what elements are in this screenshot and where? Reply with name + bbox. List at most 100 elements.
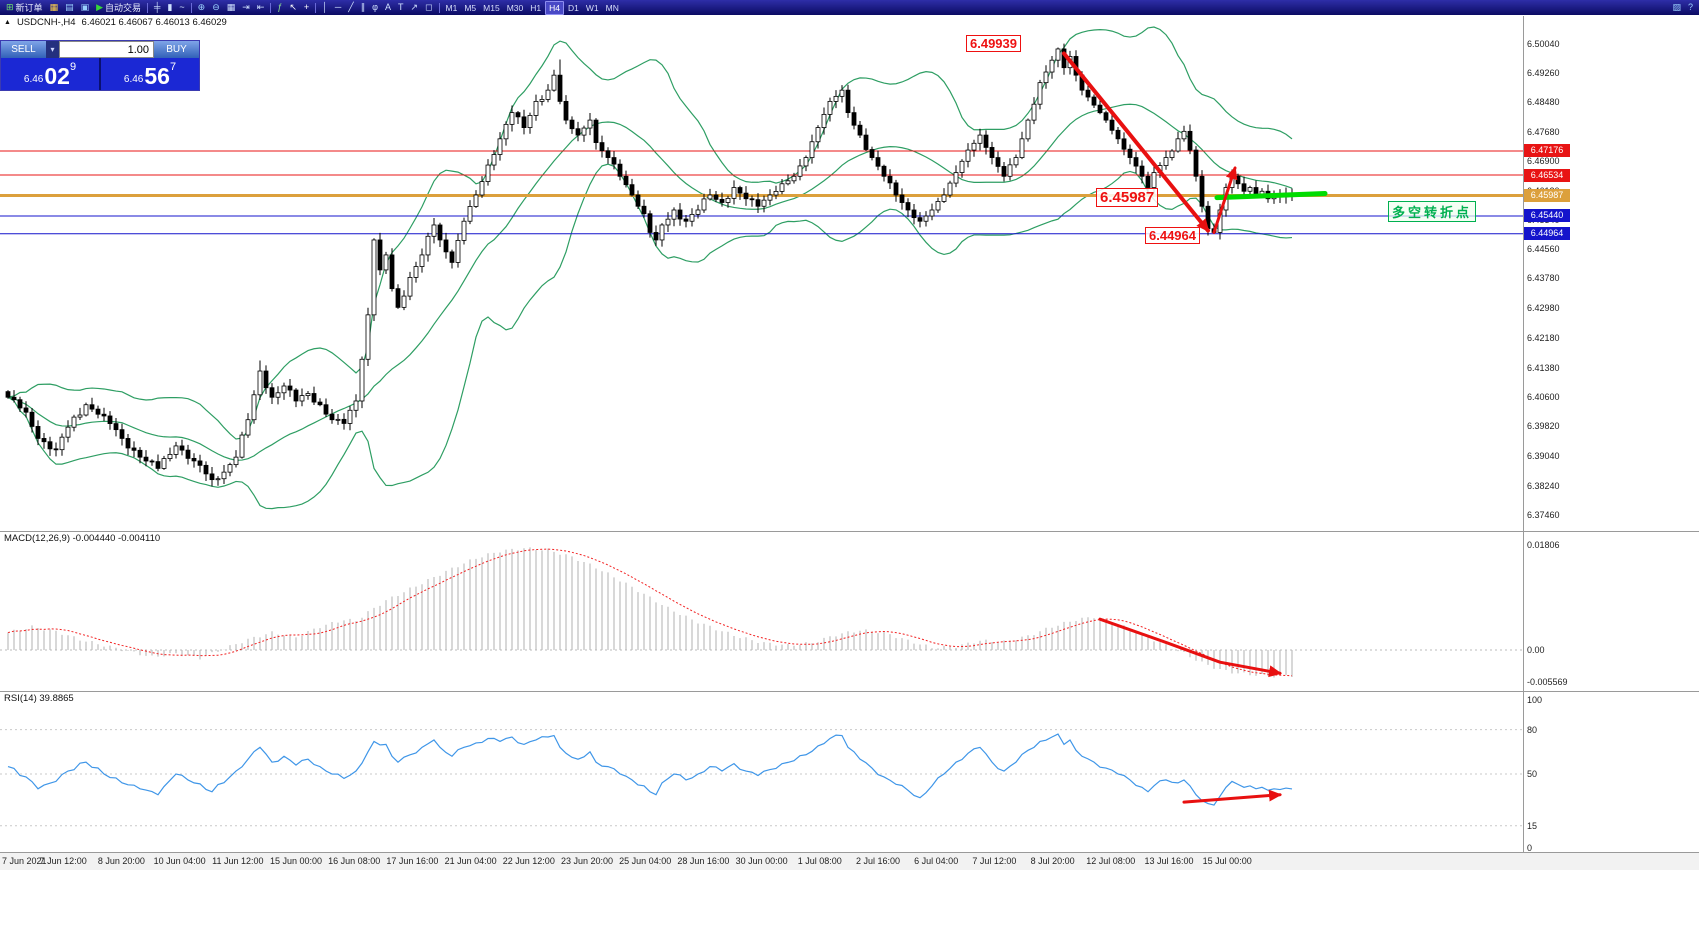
price-level-tag: 6.44964 — [1524, 227, 1570, 241]
timeframe-m5[interactable]: M5 — [464, 2, 477, 13]
toolbar-separator — [438, 2, 440, 13]
volume-dropdown-button[interactable]: ▾ — [46, 41, 59, 58]
price-level-tag: 6.46534 — [1524, 168, 1570, 182]
new-order-button-icon: ⊞ — [6, 2, 14, 12]
label-icon[interactable]: T — [395, 1, 407, 14]
tile-windows-icon[interactable]: ▦ — [224, 1, 239, 14]
horizontal-line-icon[interactable]: ─ — [332, 1, 344, 14]
arrow-tools-icon[interactable]: ↗ — [407, 1, 421, 14]
indicators-icon[interactable]: ƒ — [274, 1, 285, 14]
time-axis-label: 16 Jun 08:00 — [328, 856, 381, 866]
time-axis-label: 8 Jul 20:00 — [1030, 856, 1075, 866]
volume-input[interactable] — [59, 41, 154, 58]
time-axis-label: 28 Jun 16:00 — [677, 856, 730, 866]
timeframe-m30[interactable]: M30 — [506, 2, 524, 13]
buy-price[interactable]: 6.46 56 7 — [101, 58, 199, 90]
time-axis-label: 15 Jun 00:00 — [269, 856, 323, 866]
timeframe-d1[interactable]: D1 — [567, 2, 579, 13]
auto-scroll-icon[interactable]: ⇥ — [239, 1, 253, 14]
price-axis-label: 6.48480 — [1527, 97, 1560, 108]
bar-chart-type-icon[interactable]: ╪ — [151, 1, 163, 14]
rsi-axis-label: 0 — [1527, 843, 1533, 853]
time-axis-label: 10 Jun 04:00 — [153, 856, 206, 866]
arrow-tools-icon: ↗ — [410, 2, 419, 12]
chart-shift-icon: ⇤ — [256, 2, 265, 12]
expand-triangle-icon[interactable]: ▲ — [4, 19, 11, 26]
crosshair-icon: + — [303, 2, 310, 12]
channel-icon[interactable]: ∥ — [358, 1, 369, 14]
price-axis-label: 6.40600 — [1527, 392, 1560, 403]
shapes-icon: ◻ — [425, 2, 433, 12]
time-axis-label: 22 Jun 12:00 — [502, 856, 555, 866]
timeframe-mn[interactable]: MN — [605, 2, 619, 13]
data-window-icon[interactable]: ▣ — [78, 1, 93, 14]
rsi-axis-label: 15 — [1527, 820, 1538, 831]
price-axis-label: 6.43780 — [1527, 273, 1560, 284]
support-price-annotation[interactable]: 6.45987 — [1096, 188, 1159, 207]
vertical-line-icon: │ — [322, 2, 328, 12]
candlestick-type-icon[interactable]: ▮ — [164, 1, 175, 14]
candlestick-type-icon: ▮ — [167, 2, 173, 12]
trendline-icon: ╱ — [348, 2, 354, 12]
low-price-annotation[interactable]: 6.44964 — [1145, 227, 1200, 244]
timeframe-h1[interactable]: H1 — [530, 2, 542, 13]
time-axis-label: 6 Jul 04:00 — [914, 856, 959, 866]
chart-shift-icon[interactable]: ⇤ — [254, 1, 268, 14]
line-chart-type-icon[interactable]: ~ — [176, 1, 187, 14]
fibonacci-icon[interactable]: φ — [369, 1, 381, 14]
rsi-axis-label: 100 — [1527, 695, 1543, 705]
window-list-icon: ▨ — [1672, 2, 1681, 12]
buy-button[interactable]: BUY — [154, 41, 199, 58]
toolbar-separator — [270, 2, 272, 13]
shapes-icon[interactable]: ◻ — [422, 1, 435, 14]
chart-window-icon[interactable]: ▦ — [47, 1, 62, 14]
timeframe-w1[interactable]: W1 — [585, 2, 599, 13]
profiles-icon[interactable]: ▤ — [62, 1, 77, 14]
zoom-out-icon[interactable]: ⊖ — [209, 1, 223, 14]
price-level-tag: 6.45440 — [1524, 209, 1570, 223]
window-list-icon[interactable]: ▨ — [1669, 1, 1684, 14]
cursor-icon[interactable]: ↖ — [286, 1, 300, 14]
timeframe-m15[interactable]: M15 — [483, 2, 500, 13]
bar-chart-type-icon: ╪ — [154, 2, 161, 12]
trendline-icon[interactable]: ╱ — [345, 1, 356, 14]
auto-scroll-icon: ⇥ — [242, 2, 250, 12]
macd-axis-label: 0.01806 — [1527, 539, 1560, 550]
timeframe-h4[interactable]: H4 — [545, 0, 564, 15]
sell-price-big: 02 — [44, 63, 70, 89]
indicators-icon: ƒ — [277, 2, 283, 12]
sell-button[interactable]: SELL — [1, 41, 46, 58]
vertical-line-icon[interactable]: │ — [319, 1, 331, 14]
timeframe-m1[interactable]: M1 — [445, 2, 458, 13]
rsi-indicator-label: RSI(14) 39.8865 — [4, 693, 74, 704]
time-axis-label: 8 Jun 20:00 — [97, 856, 145, 866]
horizontal-line-icon: ─ — [334, 2, 342, 12]
auto-trading-button[interactable]: ▶ 自动交易 — [93, 1, 144, 14]
crosshair-icon[interactable]: + — [301, 1, 312, 14]
price-axis-label: 6.49260 — [1527, 67, 1560, 78]
sell-price[interactable]: 6.46 02 9 — [1, 58, 99, 90]
time-axis-label: 30 Jun 00:00 — [735, 856, 788, 866]
time-axis-label: 7 Jul 12:00 — [972, 856, 1017, 866]
text-icon: A — [384, 2, 391, 12]
peak-price-annotation[interactable]: 6.49939 — [966, 35, 1021, 52]
time-axis-label: 17 Jun 16:00 — [386, 856, 439, 866]
price-axis-label: 6.42980 — [1527, 303, 1560, 314]
text-icon[interactable]: A — [382, 1, 394, 14]
price-axis-label: 6.38240 — [1527, 480, 1560, 491]
help-icon[interactable]: ? — [1685, 1, 1696, 14]
new-order-button[interactable]: ⊞ 新订单 — [3, 1, 46, 14]
auto-trading-button-icon: ▶ — [96, 2, 104, 12]
symbol-period: USDCNH-,H4 — [16, 17, 76, 28]
price-axis-label: 6.39820 — [1527, 421, 1560, 432]
zoom-in-icon[interactable]: ⊕ — [195, 1, 209, 14]
channel-icon: ∥ — [360, 2, 366, 12]
symbol-ohlc-info: ▲ USDCNH-,H4 6.46021 6.46067 6.46013 6.4… — [4, 17, 227, 28]
time-axis-label: 23 Jun 20:00 — [560, 856, 614, 866]
turning-point-annotation[interactable]: 多空转折点 — [1388, 201, 1477, 222]
time-axis-label: 1 Jul 08:00 — [797, 856, 842, 866]
macd-indicator-label: MACD(12,26,9) -0.004440 -0.004110 — [4, 533, 161, 544]
rsi-axis-label: 50 — [1527, 769, 1538, 779]
